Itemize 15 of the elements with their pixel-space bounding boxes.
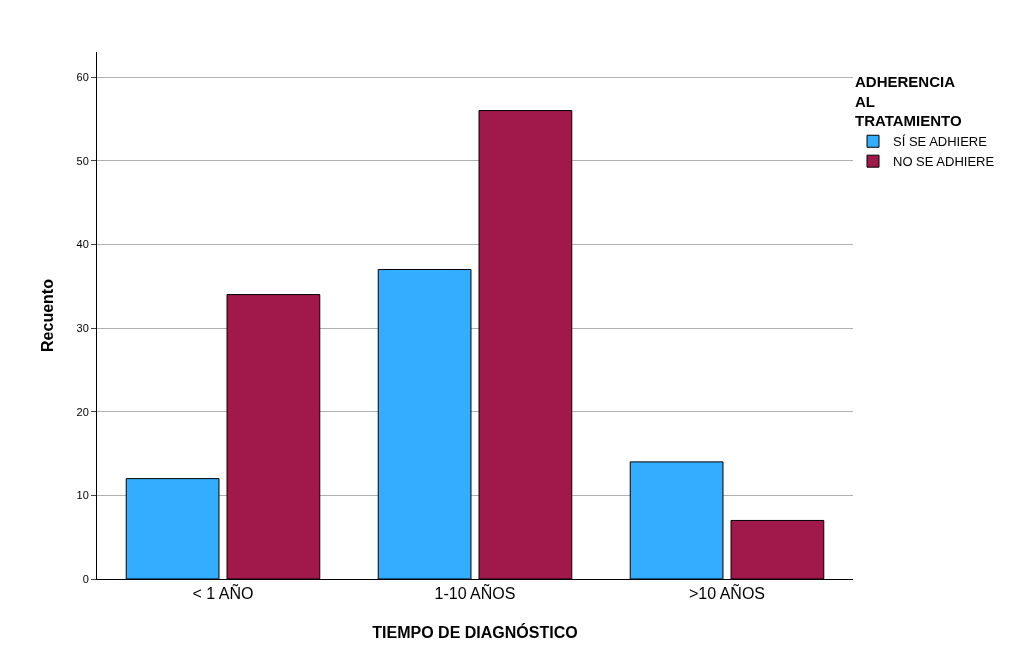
y-tick-label: 60 [76, 70, 89, 83]
x-tick-label: >10 AÑOS [688, 583, 766, 603]
y-tick-label: 50 [76, 154, 89, 167]
y-axis-title: Recuento [39, 278, 57, 352]
y-tick-label: 40 [76, 238, 89, 251]
y-tick-label: 30 [76, 321, 89, 334]
y-tick-label: 20 [76, 405, 89, 418]
legend-label: SÍ SE ADHIERE [893, 134, 988, 150]
x-tick-label: < 1 AÑO [192, 583, 254, 603]
x-axis-title: TIEMPO DE DIAGNÓSTICO [372, 622, 578, 641]
y-tick-label: 0 [82, 572, 89, 585]
legend-label: NO SE ADHIERE [893, 154, 995, 170]
x-tick-label: 1-10 AÑOS [434, 583, 516, 603]
legend-title: ADHERENCIA AL TRATAMIENTO [855, 73, 962, 130]
y-tick-label: 10 [76, 489, 89, 502]
